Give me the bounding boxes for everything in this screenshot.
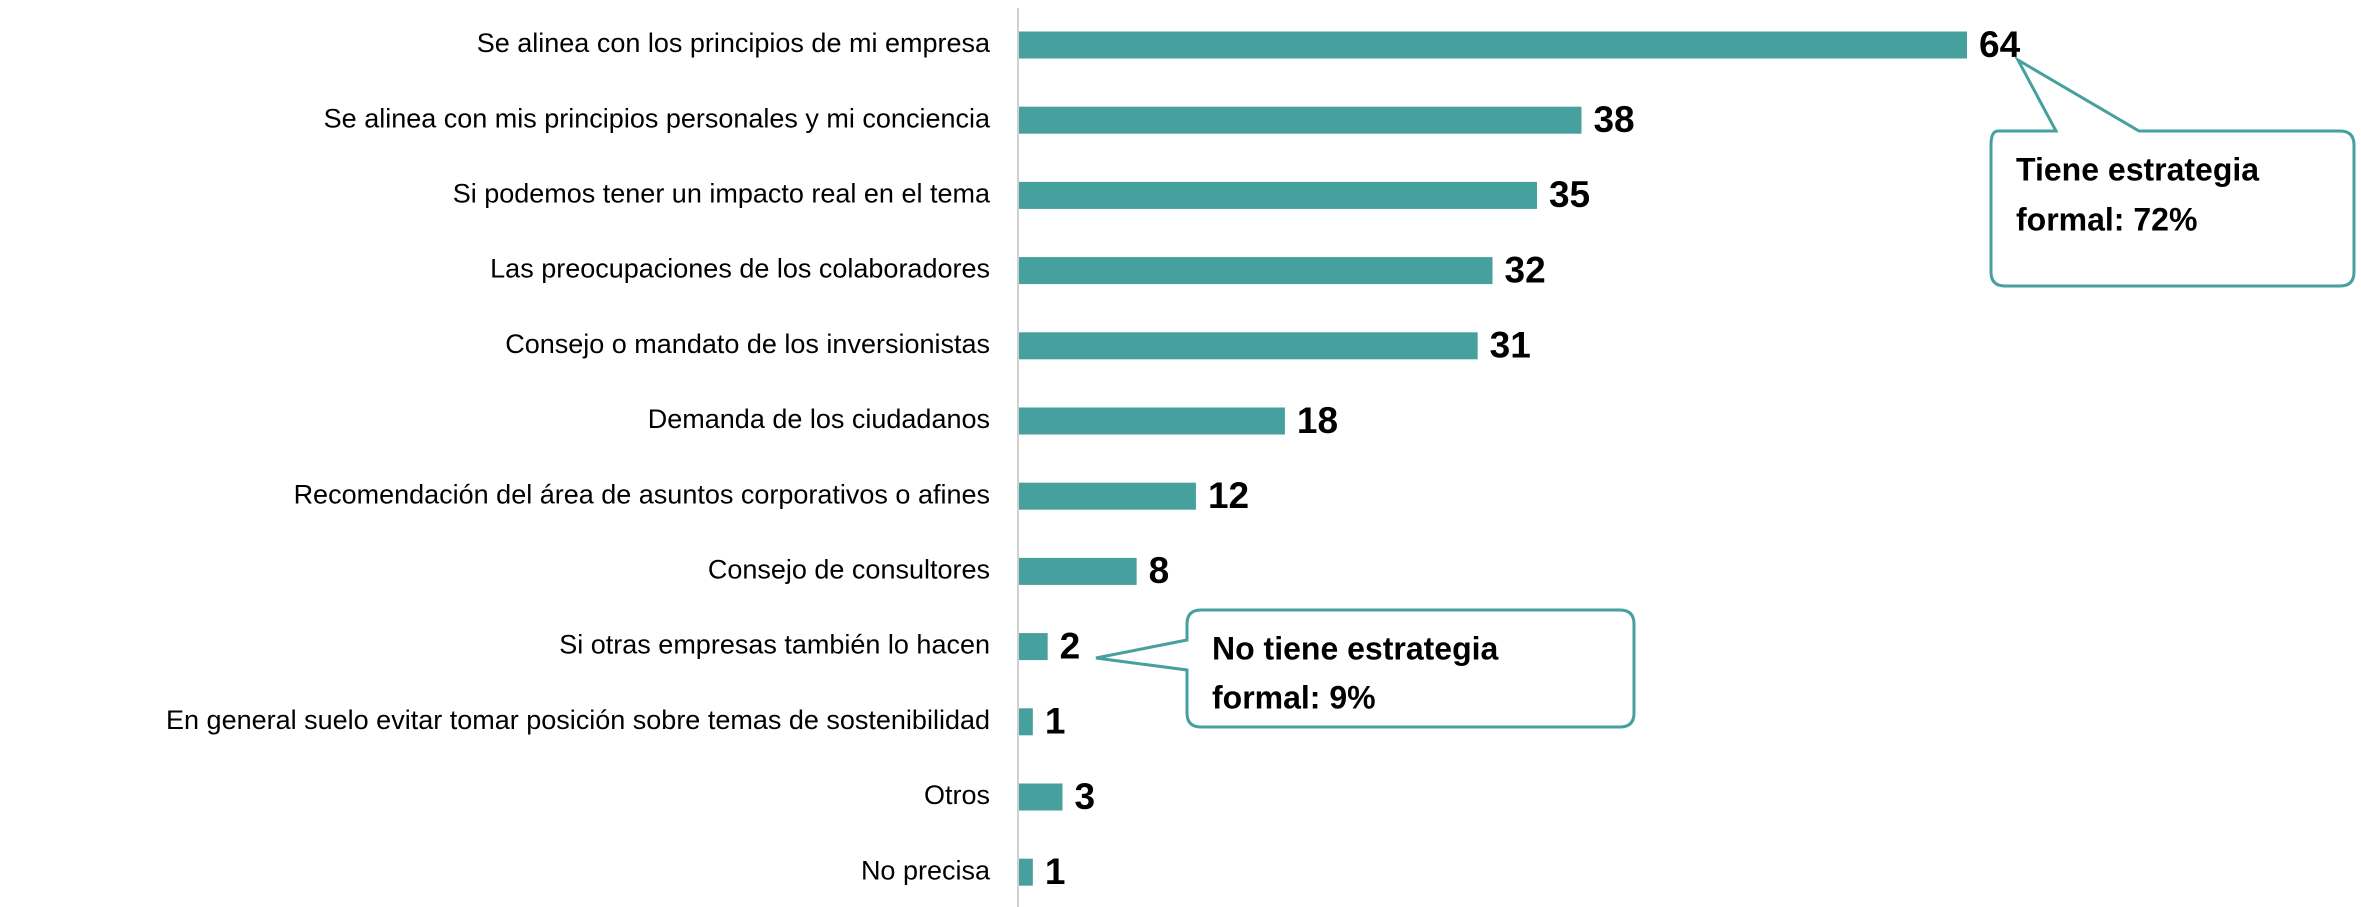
bar	[1018, 407, 1285, 435]
value-label: 3	[1074, 776, 1095, 817]
value-label: 18	[1297, 400, 1338, 441]
bar	[1018, 482, 1196, 510]
bar	[1018, 783, 1063, 811]
value-label: 32	[1505, 249, 1546, 290]
category-label: Si otras empresas también lo hacen	[559, 630, 990, 660]
value-label: 12	[1208, 475, 1249, 516]
value-label: 64	[1979, 24, 2021, 65]
bar	[1018, 31, 1967, 59]
category-label: Consejo de consultores	[708, 555, 990, 585]
bar	[1018, 858, 1033, 886]
annotation-line: formal: 72%	[2016, 201, 2197, 237]
bar	[1018, 633, 1048, 661]
category-label: Se alinea con los principios de mi empre…	[477, 28, 991, 58]
category-label: Otros	[924, 780, 990, 810]
category-label: En general suelo evitar tomar posición s…	[166, 705, 990, 735]
value-label: 35	[1549, 174, 1590, 215]
bar	[1018, 708, 1033, 736]
value-label: 1	[1045, 851, 1066, 892]
bar	[1018, 557, 1137, 585]
category-label: Si podemos tener un impacto real en el t…	[453, 179, 991, 209]
category-label: Las preocupaciones de los colaboradores	[490, 254, 990, 284]
value-label: 1	[1045, 701, 1066, 742]
bar	[1018, 106, 1582, 134]
annotation-line: Tiene estrategia	[2016, 151, 2259, 187]
callout-box	[1989, 56, 2356, 288]
category-label: Recomendación del área de asuntos corpor…	[294, 479, 990, 509]
bar	[1018, 257, 1493, 285]
category-label: Se alinea con mis principios personales …	[324, 103, 991, 133]
bar	[1018, 332, 1478, 360]
bar	[1018, 181, 1537, 209]
annotation-line: formal: 9%	[1212, 679, 1376, 715]
category-label: Consejo o mandato de los inversionistas	[505, 329, 990, 359]
category-label: No precisa	[861, 855, 991, 885]
category-label: Demanda de los ciudadanos	[648, 404, 990, 434]
annotation-line: No tiene estrategia	[1212, 630, 1499, 666]
callout: Tiene estrategia formal: 72%	[1989, 56, 2356, 288]
value-label: 8	[1149, 550, 1170, 591]
callout-box	[1095, 608, 1636, 729]
value-label: 2	[1060, 625, 1081, 666]
value-label: 38	[1593, 99, 1634, 140]
callout: No tiene estrategia formal: 9%	[1095, 608, 1636, 729]
value-label: 31	[1490, 325, 1531, 366]
